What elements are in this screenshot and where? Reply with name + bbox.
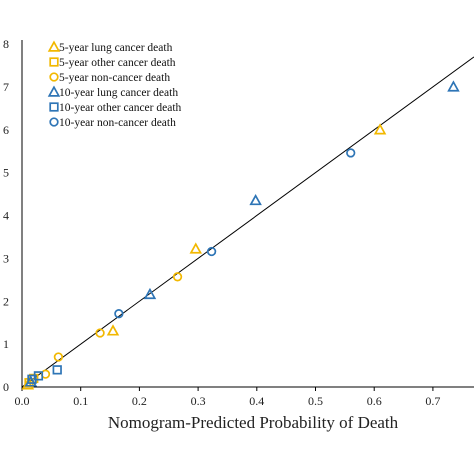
y-tick-label: 2: [3, 294, 9, 308]
x-tick-label: 0.6: [367, 394, 382, 408]
axes: 0.0 0.1 0.2 0.3 0.4 0.5 0.6 0.7 0 1 2 3 4 5 6 7 8: [3, 37, 474, 408]
x-tick-label: 0.5: [308, 394, 323, 408]
y-tick-label: 7: [3, 80, 9, 94]
legend-square-marker: [49, 102, 59, 112]
reference-line: [21, 56, 474, 388]
legend-entry-label: 5-year other cancer death: [59, 57, 176, 69]
triangle-point: [189, 242, 203, 254]
circle-point: [346, 148, 356, 158]
legend-triangle-marker: [47, 85, 61, 97]
square-point: [52, 365, 62, 375]
x-tick-label: 0.1: [73, 394, 88, 408]
data-points: [21, 80, 460, 390]
x-tick-label: 0.4: [249, 394, 264, 408]
x-tick-label: 0.0: [15, 394, 30, 408]
legend-square-marker: [49, 57, 59, 67]
y-tick-label: 5: [3, 166, 9, 180]
y-tick-label: 0: [3, 380, 9, 394]
legend-entry-label: 10-year other cancer death: [59, 102, 182, 114]
legend-entry-label: 5-year lung cancer death: [59, 42, 173, 54]
legend-triangle-marker: [47, 40, 61, 52]
square-point: [33, 371, 44, 381]
circle-point: [114, 309, 124, 319]
circle-point: [206, 246, 217, 257]
y-tick-label: 1: [3, 337, 9, 351]
reference-line-layer: [21, 56, 474, 388]
circle-point: [53, 352, 64, 362]
circle-point: [95, 328, 105, 338]
legend-entry-label: 5-year non-cancer death: [59, 72, 170, 84]
triangle-point: [143, 287, 157, 300]
x-tick-label: 0.2: [132, 394, 147, 408]
x-tick-label: 0.3: [191, 394, 206, 408]
legend-circle-marker: [49, 72, 59, 82]
x-axis-title: Nomogram-Predicted Probability of Death: [108, 413, 399, 432]
triangle-point: [447, 80, 460, 92]
y-tick-label: 8: [3, 37, 9, 51]
triangle-point: [373, 123, 387, 135]
legend: 5-year lung cancer death 5-year other can…: [47, 40, 182, 129]
y-tick-label: 4: [3, 209, 9, 223]
x-tick-label: 0.7: [425, 394, 440, 408]
y-tick-label: 6: [3, 123, 9, 137]
y-tick-label: 3: [3, 251, 9, 265]
circle-point: [172, 272, 183, 282]
legend-entry-label: 10-year non-cancer death: [59, 117, 176, 129]
triangle-point: [249, 193, 262, 206]
legend-entry-label: 10-year lung cancer death: [59, 87, 178, 99]
legend-circle-marker: [49, 117, 59, 127]
triangle-point: [106, 324, 120, 336]
